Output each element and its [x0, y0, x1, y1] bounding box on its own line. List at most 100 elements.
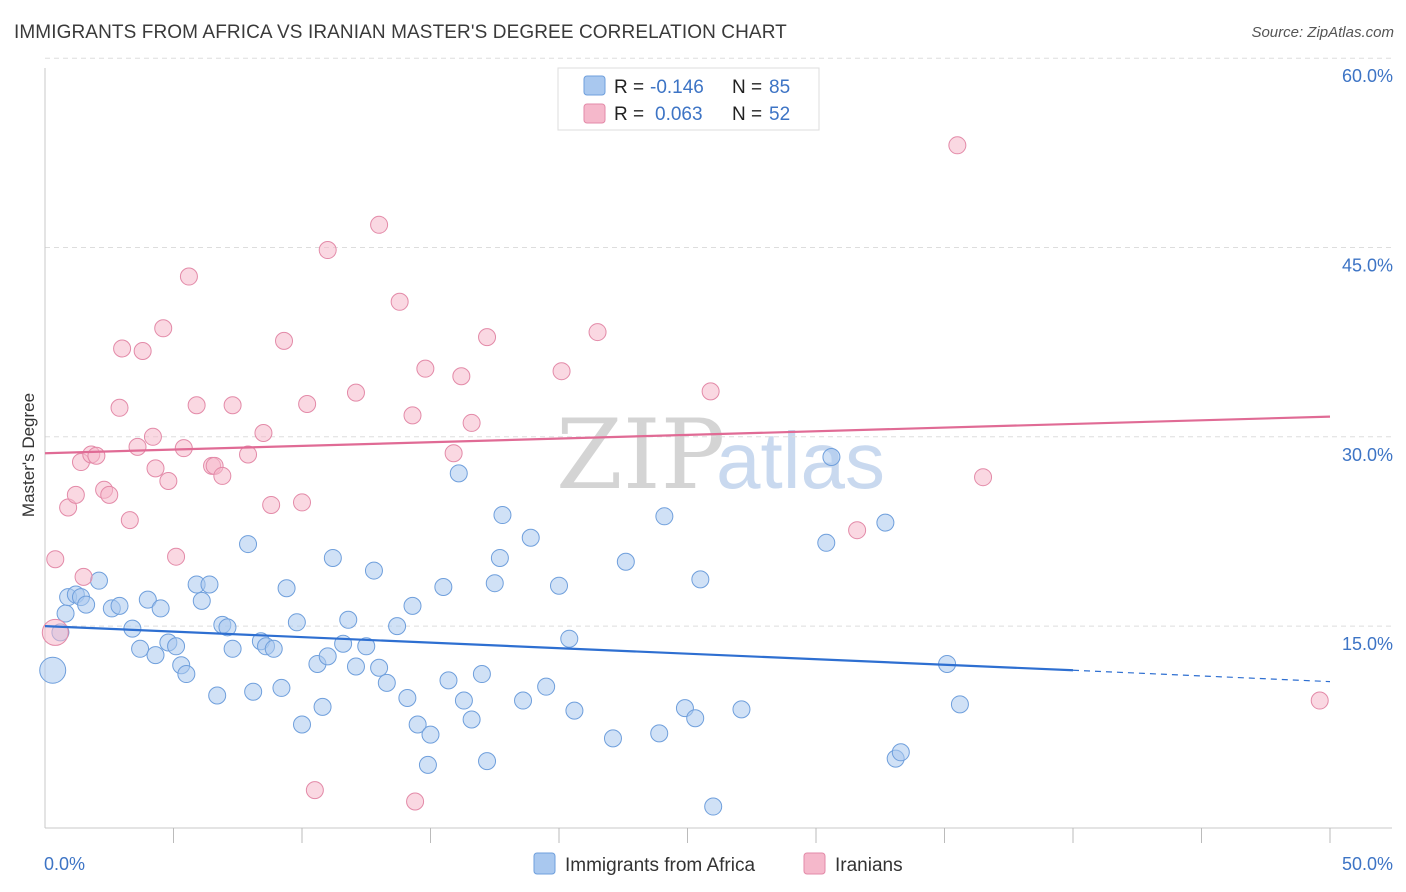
point-africa: [370, 658, 389, 677]
point-iranians: [275, 331, 294, 350]
x-tick-label-max: 50.0%: [1342, 854, 1393, 874]
trend-lines: [44, 415, 1331, 683]
point-africa: [449, 464, 468, 483]
point-iranians: [588, 323, 607, 342]
point-iranians: [370, 215, 389, 234]
point-africa: [151, 599, 170, 618]
point-africa: [131, 639, 150, 658]
point-africa: [439, 671, 458, 690]
point-africa: [264, 639, 283, 658]
point-iranians: [305, 781, 324, 800]
point-africa: [89, 571, 108, 590]
chart-source: Source: ZipAtlas.com: [1251, 24, 1394, 41]
point-africa: [616, 552, 635, 571]
point-iranians: [120, 511, 139, 530]
watermark-zip: ZIP: [556, 399, 725, 511]
trend-line-africa: [44, 624, 1074, 672]
y-tick-label: 30.0%: [1342, 445, 1393, 465]
point-iranians: [444, 444, 463, 463]
point-iranians: [346, 383, 365, 402]
point-iranians: [848, 521, 867, 540]
point-africa: [732, 700, 751, 719]
point-africa: [454, 691, 473, 710]
point-africa: [272, 678, 291, 697]
legend-n-label-blue: N =: [732, 77, 762, 98]
legend-r-value-blue: -0.146: [650, 77, 704, 98]
point-africa: [323, 548, 342, 567]
point-africa: [239, 535, 258, 554]
point-iranians: [187, 396, 206, 415]
point-africa: [418, 755, 437, 774]
point-iranians: [948, 136, 967, 155]
point-africa: [110, 596, 129, 615]
x-axis-ticks: [173, 828, 1331, 843]
point-iranians: [416, 359, 435, 378]
point-africa: [167, 637, 186, 656]
series-legend-swatch-africa: [533, 852, 556, 875]
point-africa: [277, 579, 296, 598]
point-iranians: [390, 292, 409, 311]
point-africa: [408, 715, 427, 734]
point-iranians: [262, 495, 281, 514]
point-africa: [346, 657, 365, 676]
point-africa: [434, 577, 453, 596]
x-tick-label-min: 0.0%: [44, 854, 85, 874]
point-iranians: [213, 466, 232, 485]
point-africa: [876, 513, 895, 532]
y-tick-label: 60.0%: [1342, 66, 1393, 86]
point-iranians: [462, 413, 481, 432]
point-africa: [462, 710, 481, 729]
point-iranians: [478, 328, 497, 347]
point-africa: [287, 613, 306, 632]
point-africa: [490, 548, 509, 567]
legend-n-value-pink: 52: [769, 104, 790, 125]
point-africa: [472, 665, 491, 684]
point-africa: [339, 610, 358, 629]
point-africa: [192, 591, 211, 610]
trend-line-africa-extension: [1072, 669, 1331, 683]
point-africa: [364, 561, 383, 580]
y-tick-label: 15.0%: [1342, 634, 1393, 654]
point-iranians: [298, 395, 317, 413]
legend-swatch-pink: [583, 103, 606, 124]
point-africa: [704, 797, 723, 816]
legend-r-label-blue: R =: [614, 77, 644, 98]
point-africa: [77, 595, 96, 614]
point-iranians: [100, 485, 119, 504]
point-iranians: [146, 459, 165, 478]
y-tick-label: 45.0%: [1342, 256, 1393, 276]
point-africa: [822, 448, 841, 466]
point-iranians: [110, 398, 129, 417]
point-iranians: [318, 241, 337, 260]
point-africa: [655, 507, 674, 526]
point-africa: [560, 629, 579, 648]
point-africa: [357, 637, 376, 656]
legend-r-label-pink: R =: [614, 104, 644, 125]
point-africa: [218, 618, 237, 637]
point-africa: [208, 686, 227, 705]
point-iranians: [701, 382, 720, 401]
point-iranians: [1310, 691, 1329, 710]
point-iranians: [128, 437, 147, 456]
point-africa: [550, 576, 568, 595]
point-africa: [377, 673, 396, 692]
point-africa: [293, 715, 311, 734]
point-iranians: [179, 267, 198, 286]
point-africa: [200, 575, 219, 594]
point-africa: [388, 617, 407, 636]
point-africa: [650, 724, 669, 743]
point-africa: [514, 691, 533, 710]
point-iranians: [66, 485, 85, 504]
point-africa: [56, 604, 75, 623]
point-iranians: [167, 547, 186, 566]
point-africa: [318, 647, 337, 666]
legend-n-value-blue: 85: [769, 77, 790, 98]
point-africa: [223, 639, 242, 658]
point-iranians: [223, 396, 242, 415]
point-iranians: [293, 493, 311, 512]
point-africa: [603, 729, 622, 748]
point-africa: [891, 743, 910, 762]
point-africa: [493, 506, 512, 525]
point-iranians: [403, 406, 422, 425]
